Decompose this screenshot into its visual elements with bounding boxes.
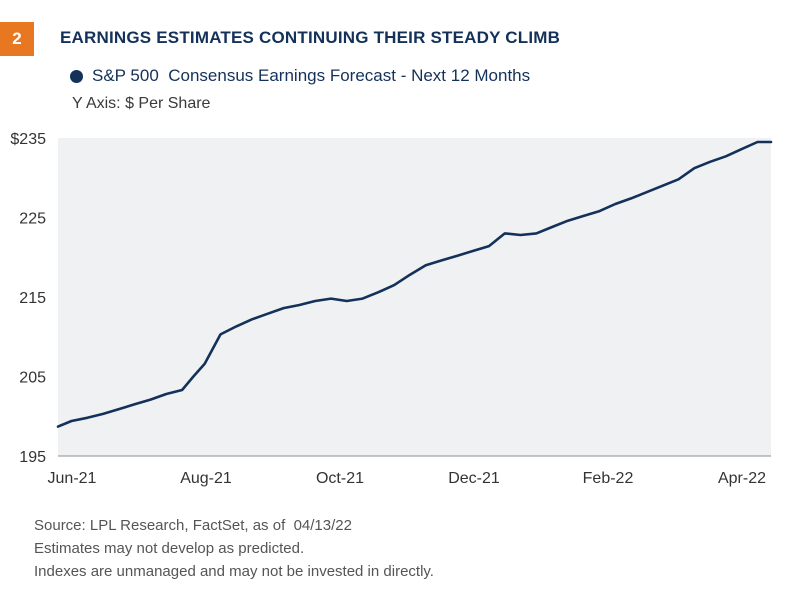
footnotes: Source: LPL Research, FactSet, as of 04/… xyxy=(34,514,434,583)
x-tick-label: Aug-21 xyxy=(180,470,232,487)
x-tick-label: Jun-21 xyxy=(48,470,97,487)
x-tick-label: Oct-21 xyxy=(316,470,364,487)
y-tick-label: $235 xyxy=(10,131,46,148)
chart-title: EARNINGS ESTIMATES CONTINUING THEIR STEA… xyxy=(60,28,561,47)
y-tick-label: 225 xyxy=(19,211,46,228)
footnote-disclaimer: Estimates may not develop as predicted. xyxy=(34,540,305,557)
legend-label: S&P 500 Consensus Earnings Forecast - Ne… xyxy=(92,66,531,85)
y-axis-ticks: 195 205 215 225 $235 xyxy=(10,131,46,466)
legend: S&P 500 Consensus Earnings Forecast - Ne… xyxy=(70,66,530,86)
x-tick-label: Apr-22 xyxy=(718,470,766,487)
y-tick-label: 205 xyxy=(19,370,46,387)
y-tick-label: 195 xyxy=(19,449,46,466)
series-line-sp500-forecast xyxy=(56,140,773,428)
x-tick-label: Dec-21 xyxy=(448,470,500,487)
footnote-source: Source: LPL Research, FactSet, as of 04/… xyxy=(34,517,352,534)
y-axis-note: Y Axis: $ Per Share xyxy=(72,95,211,112)
figure-number-badge: 2 xyxy=(0,22,34,56)
x-tick-label: Feb-22 xyxy=(583,470,634,487)
y-tick-label: 215 xyxy=(19,290,46,307)
x-axis-ticks: Jun-21 Aug-21 Oct-21 Dec-21 Feb-22 Apr-22 xyxy=(48,470,767,487)
footnote-index-note: Indexes are unmanaged and may not be inv… xyxy=(34,563,434,580)
legend-marker-icon xyxy=(70,69,83,83)
